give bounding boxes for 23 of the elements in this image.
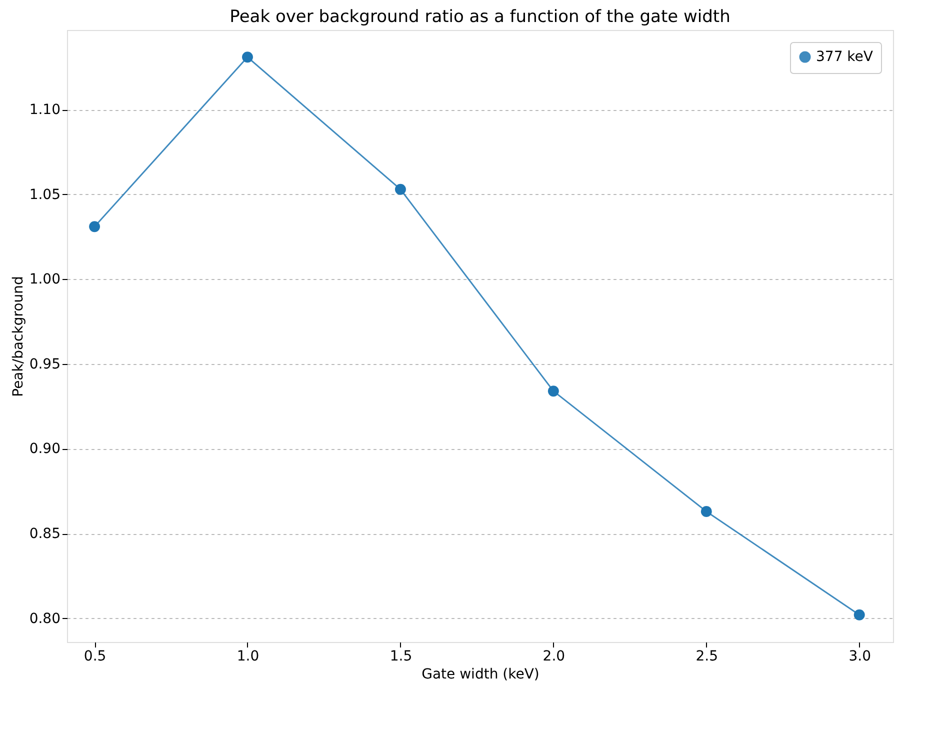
legend-label: 377 keV bbox=[816, 49, 874, 65]
x-tick-label: 0.5 bbox=[84, 648, 106, 664]
x-tick-label: 1.0 bbox=[236, 648, 260, 664]
y-tick-label: 1.00 bbox=[29, 272, 60, 288]
x-axis-title: Gate width (keV) bbox=[422, 666, 540, 682]
y-tick-label: 1.05 bbox=[29, 186, 60, 203]
y-tick-label: 1.10 bbox=[29, 102, 60, 118]
point bbox=[394, 184, 406, 195]
point bbox=[700, 506, 712, 517]
chart-title: Peak over background ratio as a function of the gate width bbox=[230, 7, 730, 27]
point bbox=[242, 52, 253, 63]
x-tick-label: 2.0 bbox=[542, 648, 566, 664]
y-tick-label: 0.80 bbox=[29, 610, 60, 627]
y-tick-label: 0.90 bbox=[29, 441, 60, 458]
x-tick-label: 1.5 bbox=[390, 648, 412, 664]
y-axis-title: Peak/background bbox=[10, 276, 26, 397]
point bbox=[854, 609, 865, 620]
point bbox=[89, 221, 100, 232]
x-tick-label: 2.5 bbox=[696, 648, 718, 664]
y-tick-label: 0.95 bbox=[29, 356, 60, 372]
y-tick-label: 0.85 bbox=[29, 526, 60, 542]
x-tick-label: 3.0 bbox=[848, 648, 871, 664]
point bbox=[548, 386, 559, 397]
